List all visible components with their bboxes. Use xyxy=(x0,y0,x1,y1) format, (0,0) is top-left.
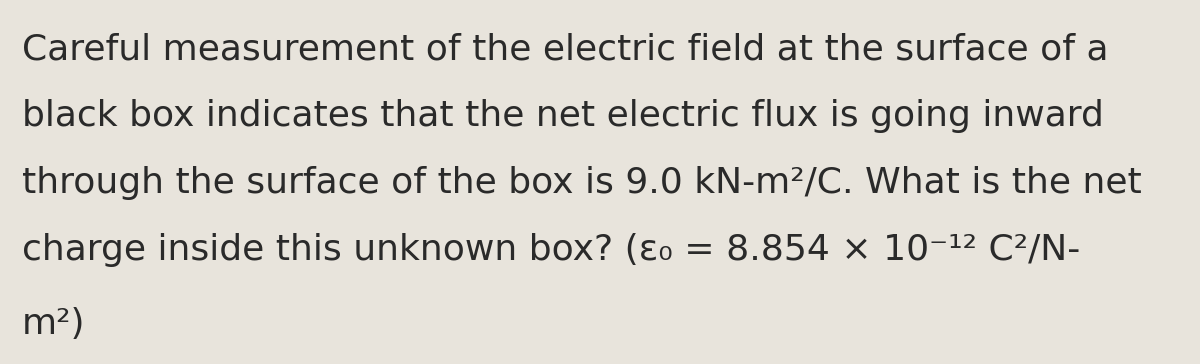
Text: Careful measurement of the electric field at the surface of a: Careful measurement of the electric fiel… xyxy=(22,32,1108,66)
Text: m²): m²) xyxy=(22,307,85,341)
Text: through the surface of the box is 9.0 kN-m²/C. What is the net: through the surface of the box is 9.0 kN… xyxy=(22,166,1141,200)
Text: charge inside this unknown box? (ε₀ = 8.854 × 10⁻¹² C²/N-: charge inside this unknown box? (ε₀ = 8.… xyxy=(22,233,1080,267)
Text: black box indicates that the net electric flux is going inward: black box indicates that the net electri… xyxy=(22,99,1104,133)
